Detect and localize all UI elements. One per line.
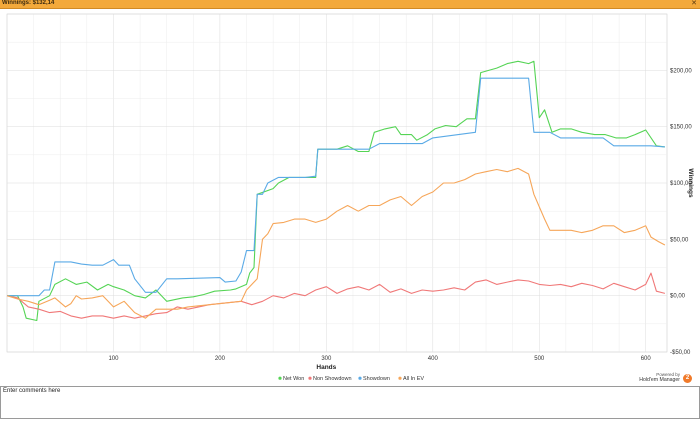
product-name-label: Hold'em Manager xyxy=(639,377,680,383)
series-lines xyxy=(6,60,666,322)
x-tick-label: 600 xyxy=(641,356,652,362)
x-tick-label: 400 xyxy=(428,356,439,362)
axes: 100 200 300 400 500 600 -$50,00 $0,00 $50,00 $100… xyxy=(108,68,694,371)
y-tick-label: $0,00 xyxy=(670,294,686,300)
series-line-net-won xyxy=(7,60,665,322)
y-axis-title: Winnings xyxy=(687,168,694,198)
x-tick-label: 500 xyxy=(534,356,545,362)
close-icon[interactable]: ✕ xyxy=(691,0,697,7)
legend-label-showdown: Showdown xyxy=(363,376,390,382)
y-tick-label: $50,00 xyxy=(670,237,689,243)
y-tick-label: $150,00 xyxy=(670,125,692,131)
y-tick-label: $100,00 xyxy=(670,181,692,187)
powered-by-branding: Powered by Hold'em Manager 2 xyxy=(632,372,692,386)
legend: Net Won Non Showdown Showdown All In EV xyxy=(278,376,424,382)
x-tick-label: 300 xyxy=(321,356,332,362)
legend-label-non-showdown: Non Showdown xyxy=(313,376,352,382)
legend-marker-showdown xyxy=(358,376,362,380)
x-tick-label: 100 xyxy=(108,356,119,362)
legend-label-net-won: Net Won xyxy=(283,376,304,382)
comments-box xyxy=(0,386,700,419)
y-tick-label: $200,00 xyxy=(670,68,692,74)
x-tick-label: 200 xyxy=(215,356,226,362)
winnings-chart: 100 200 300 400 500 600 -$50,00 $0,00 $50,00 $100… xyxy=(0,9,700,385)
series-line-showdown xyxy=(7,77,665,297)
x-axis-title: Hands xyxy=(316,364,336,371)
y-tick-label: -$50,00 xyxy=(670,350,691,356)
window-title-bar: Winnings: $132,14 ✕ xyxy=(0,0,700,9)
legend-label-all-in-ev: All In EV xyxy=(403,376,424,382)
legend-marker-all-in-ev xyxy=(398,376,402,380)
comments-input[interactable] xyxy=(1,387,699,418)
legend-marker-net-won xyxy=(278,376,282,380)
series-line-non-showdown xyxy=(6,272,666,319)
legend-marker-non-showdown xyxy=(308,376,312,380)
holdem-manager-logo-icon: 2 xyxy=(683,374,692,383)
series-line-all-in-ev xyxy=(6,167,666,319)
window-title: Winnings: $132,14 xyxy=(2,0,55,6)
powered-by-label: Powered by xyxy=(656,372,680,377)
